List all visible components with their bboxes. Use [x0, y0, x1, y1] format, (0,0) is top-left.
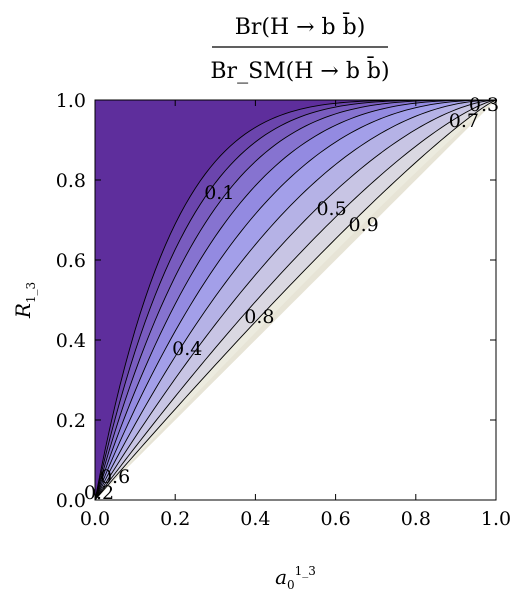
y-tick-label: 0.6 — [56, 250, 86, 272]
contour-label: 0.3 — [469, 94, 499, 116]
x-tick-label: 1.0 — [481, 508, 511, 530]
title-denominator: Br_SM(H → b b̄) — [210, 56, 389, 84]
contour-line — [95, 100, 496, 500]
title-numerator: Br(H → b b̄) — [235, 12, 366, 40]
contour-label: 0.2 — [84, 482, 114, 504]
y-tick-label: 0.8 — [56, 170, 86, 192]
contour-label: 0.9 — [349, 214, 379, 236]
x-axis-ticks: 0.0 0.2 0.4 0.6 0.8 1.0 — [80, 100, 511, 530]
y-tick-label: 0.4 — [56, 330, 86, 352]
x-tick-label: 0.0 — [80, 508, 110, 530]
contour-line — [95, 100, 496, 500]
contour-label: 0.4 — [172, 338, 202, 360]
contour-label: 0.5 — [316, 198, 346, 220]
x-tick-label: 0.8 — [401, 508, 431, 530]
contour-label: 0.7 — [449, 110, 479, 132]
contour-label: 0.1 — [204, 182, 234, 204]
chart-title: Br(H → b b̄) Br_SM(H → b b̄) — [210, 12, 389, 84]
y-tick-label: 0.2 — [56, 410, 86, 432]
y-axis-ticks: 0.00.20.40.60.81.0 — [56, 90, 496, 512]
contour-line — [95, 100, 496, 500]
contour-label: 0.8 — [244, 306, 274, 328]
contour-band-edge — [95, 100, 496, 500]
contour-line — [95, 100, 496, 500]
contour-line — [95, 100, 496, 500]
x-tick-label: 0.6 — [320, 508, 350, 530]
contour-labels: 0.1 0.50.9 0.7 0.8 0.4 0.60.2 0.3 — [84, 94, 499, 504]
x-tick-label: 0.4 — [240, 508, 270, 530]
y-tick-label: 1.0 — [56, 90, 86, 112]
x-tick-label: 0.2 — [160, 508, 190, 530]
y-tick-label: 0.0 — [56, 490, 86, 512]
contour-line — [95, 100, 496, 500]
plot-frame — [94, 99, 497, 501]
contour-line — [95, 100, 496, 500]
y-axis-label: R1_3 — [11, 282, 38, 319]
plot-region — [95, 100, 496, 500]
x-axis-label: a01_3 — [275, 564, 316, 592]
contour-label: 0.6 — [100, 466, 130, 488]
